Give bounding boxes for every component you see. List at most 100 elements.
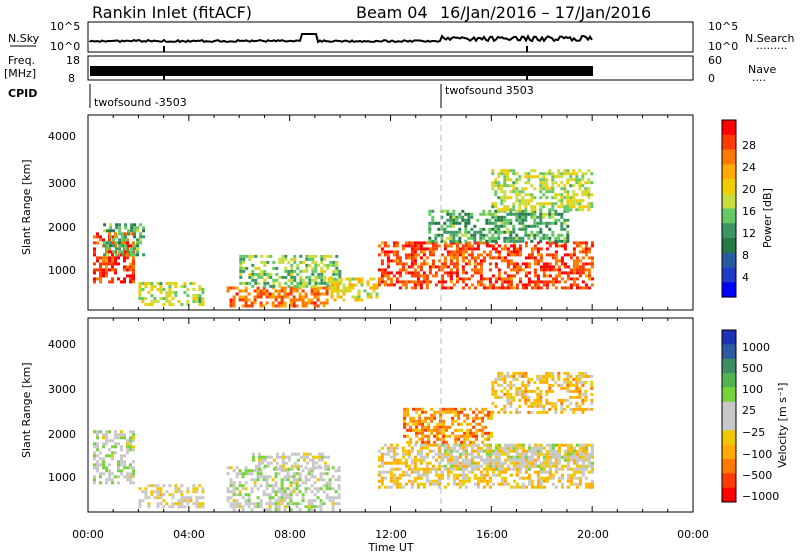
velocity-cell-2 <box>301 469 305 473</box>
power-cell-6 <box>419 265 423 269</box>
velocity-cell-4 <box>413 476 417 480</box>
velocity-cell-4 <box>389 473 393 477</box>
power-cell-7 <box>491 215 495 219</box>
velocity-cell-7 <box>509 410 513 414</box>
power-cell-6 <box>410 256 414 260</box>
power-cell-6 <box>590 259 594 263</box>
velocity-cell-5 <box>569 458 573 462</box>
power-cell-6 <box>395 259 399 263</box>
power-cell-8 <box>518 199 522 203</box>
velocity-cell-4 <box>473 464 477 468</box>
velocity-cell-0 <box>114 475 117 479</box>
velocity-cell-4 <box>461 482 465 486</box>
velocity-cell-6 <box>403 416 407 420</box>
power-cb-tick-8: 8 <box>742 249 749 262</box>
power-cell-8 <box>503 175 507 179</box>
velocity-cell-4 <box>584 485 588 489</box>
power-cell-7 <box>503 236 507 240</box>
velocity-cell-5 <box>488 446 492 450</box>
power-cell-0 <box>93 280 96 284</box>
power-cell-6 <box>572 280 576 284</box>
velocity-cell-6 <box>427 425 431 429</box>
velocity-cell-2 <box>307 508 311 512</box>
velocity-cell-7 <box>551 383 555 387</box>
power-cell-8 <box>560 196 564 200</box>
power-cell-6 <box>488 277 492 281</box>
power-cell-4 <box>266 281 270 285</box>
power-cell-6 <box>524 286 528 290</box>
velocity-cell-7 <box>545 371 549 375</box>
velocity-cell-5 <box>485 458 489 462</box>
power-cell-5 <box>330 289 334 293</box>
power-cell-6 <box>464 256 468 260</box>
velocity-cell-4 <box>566 473 570 477</box>
power-cell-7 <box>563 209 567 213</box>
power-cell-4 <box>263 278 267 282</box>
power-cell-8 <box>560 205 564 209</box>
velocity-cell-6 <box>418 428 422 432</box>
power-cell-8 <box>530 184 534 188</box>
velocity-cell-7 <box>539 404 543 408</box>
velocity-cell-2 <box>301 481 305 485</box>
velocity-cell-3 <box>260 455 264 459</box>
power-cell-6 <box>581 268 585 272</box>
power-cell-4 <box>263 281 267 285</box>
power-cell-7 <box>506 218 510 222</box>
velocity-cell-0 <box>105 433 108 437</box>
power-cell-6 <box>560 256 564 260</box>
power-cell-5 <box>333 289 337 293</box>
velocity-cell-0 <box>126 451 129 455</box>
power-cell-7 <box>554 209 558 213</box>
power-cell-0 <box>123 256 126 260</box>
power-cell-7 <box>539 215 543 219</box>
velocity-cell-5 <box>587 452 591 456</box>
power-colorbar-frame <box>721 119 737 298</box>
velocity-cell-2 <box>235 475 239 479</box>
power-cell-1 <box>142 253 146 257</box>
power-cell-3 <box>322 301 326 305</box>
power-cell-6 <box>431 250 435 254</box>
power-cell-4 <box>239 275 243 279</box>
velocity-cell-5 <box>500 449 504 453</box>
power-cell-7 <box>488 230 492 234</box>
velocity-cell-4 <box>479 449 483 453</box>
velocity-cell-6 <box>469 440 473 444</box>
velocity-cell-5 <box>542 455 546 459</box>
power-cell-7 <box>518 215 522 219</box>
velocity-cell-5 <box>560 455 564 459</box>
velocity-cell-4 <box>446 458 450 462</box>
power-cell-6 <box>488 262 492 266</box>
velocity-cell-2 <box>250 472 254 476</box>
velocity-cell-4 <box>467 458 471 462</box>
power-cell-3 <box>292 298 296 302</box>
power-cell-2 <box>150 303 154 306</box>
velocity-cell-4 <box>437 479 441 483</box>
velocity-cell-4 <box>404 482 408 486</box>
power-cell-6 <box>509 253 513 257</box>
velocity-cell-6 <box>403 425 407 429</box>
velocity-cell-4 <box>503 452 507 456</box>
velocity-cell-2 <box>244 502 248 506</box>
power-cell-3 <box>277 295 281 299</box>
power-cell-8 <box>590 205 594 209</box>
velocity-cell-4 <box>581 443 585 447</box>
velocity-cell-4 <box>545 464 549 468</box>
velocity-cell-5 <box>458 464 462 468</box>
velocity-cell-4 <box>491 470 495 474</box>
velocity-cell-4 <box>590 470 594 474</box>
power-cell-4 <box>314 263 318 267</box>
power-cell-3 <box>286 292 290 296</box>
power-cell-5 <box>342 298 346 302</box>
velocity-cell-5 <box>551 452 555 456</box>
power-cell-7 <box>464 230 468 234</box>
power-cell-7 <box>449 215 453 219</box>
velocity-cell-7 <box>515 407 519 411</box>
power-cell-4 <box>272 284 276 288</box>
power-cell-0 <box>105 271 108 275</box>
velocity-cell-0 <box>132 448 135 452</box>
velocity-cell-4 <box>392 473 396 477</box>
velocity-cell-1 <box>183 496 187 500</box>
power-cell-6 <box>566 265 570 269</box>
velocity-cell-4 <box>521 476 525 480</box>
power-cell-6 <box>494 262 498 266</box>
